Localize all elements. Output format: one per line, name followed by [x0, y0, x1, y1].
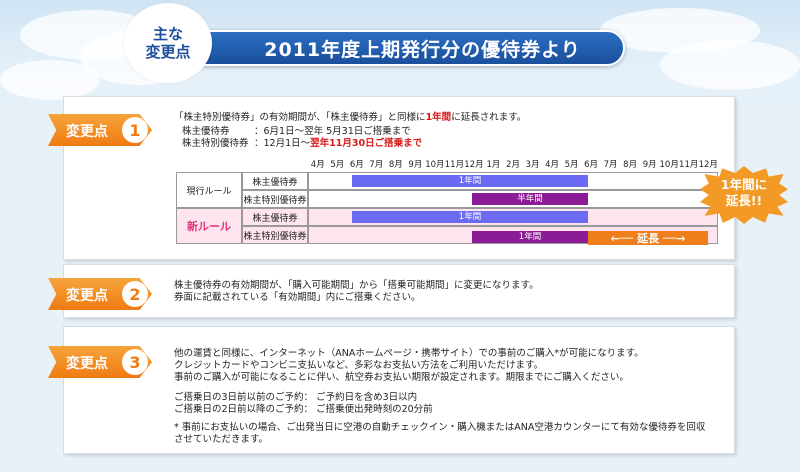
change-tag-1: 変更点 1	[48, 114, 158, 146]
month-label: 7月	[369, 160, 384, 170]
change-panel-3	[63, 326, 735, 454]
month-label: 12月	[698, 160, 718, 170]
month-label: 11月	[444, 160, 465, 170]
section3-note2: させていただきます。	[174, 434, 269, 445]
month-label: 9月	[408, 160, 423, 170]
month-label: 8月	[623, 160, 638, 170]
current-special-cell: 株主特別優待券	[242, 190, 308, 208]
section1-row2: 株主特別優待券 ：12月1日～翌年11月30日ご搭乗まで	[182, 138, 423, 149]
badge-line1: 主な	[152, 25, 183, 43]
month-label: 5月	[330, 160, 345, 170]
main-changes-badge: 主な 変更点	[127, 6, 209, 80]
month-label: 4月	[545, 160, 559, 170]
tag-label: 変更点	[66, 356, 108, 372]
month-label: 12月	[464, 160, 484, 170]
month-label: 7月	[603, 160, 618, 170]
month-label: 1月	[486, 160, 501, 170]
change-panel-2	[63, 264, 735, 318]
new-regular-cell: 株主優待券	[242, 208, 308, 226]
current-regular-cell: 株主優待券	[242, 172, 308, 190]
section2-line1: 株主優待券の有効期間が、「購入可能期間」から「搭乗可能期間」に変更になります。	[174, 280, 539, 291]
month-label: 8月	[388, 160, 403, 170]
new-special-cell: 株主特別優待券	[242, 226, 308, 244]
month-label: 2月	[506, 160, 520, 170]
current-rule-cell: 現行ルール	[176, 172, 242, 208]
current-regular-bar: 1年間	[352, 175, 588, 187]
tag-number: 3	[122, 349, 148, 375]
tag-number: 1	[122, 117, 148, 143]
section1-row1: 株主優待券 ：6月1日～翌年 5月31日ご搭乗まで	[182, 126, 411, 137]
month-label: 6月	[349, 160, 364, 170]
change-tag-3: 変更点 3	[48, 346, 158, 378]
section3-line5: ご搭乗日の2日前以降のご予約： ご搭乗便出発時刻の20分前	[174, 404, 433, 415]
new-special-bar: 1年間	[472, 231, 588, 243]
month-label: 5月	[564, 160, 579, 170]
month-label: 10月	[659, 160, 679, 170]
month-label: 6月	[584, 160, 599, 170]
section3-line1: 他の運賃と同様に、インターネット（ANAホームページ・携帯サイト）での事前のご購…	[174, 348, 644, 359]
month-label: 4月	[310, 160, 325, 170]
month-label: 10月	[425, 160, 445, 170]
section3-note1: * 事前にお支払いの場合、ご出発当日に空港の自動チェックイン・購入機またはANA…	[174, 422, 706, 433]
month-label: 3月	[525, 160, 540, 170]
cloud-decoration	[660, 40, 800, 90]
extension-arrow: ←── 延長 ──→	[588, 231, 708, 245]
new-rule-cell: 新ルール	[176, 208, 242, 244]
tag-label: 変更点	[66, 288, 108, 304]
tag-label: 変更点	[66, 124, 108, 140]
section1-line1: 「株主特別優待券」の有効期間が、「株主優待券」と同様に1年間に延長されます。	[174, 112, 527, 123]
section3-line3: 事前のご購入が可能になることに伴い、航空券お支払い期限が設定されます。期限までに…	[174, 372, 629, 383]
section3-line2: クレジットカードやコンビニ支払いなど、多彩なお支払い方法をご利用いただけます。	[174, 360, 544, 371]
month-label: 11月	[679, 160, 699, 170]
tag-number: 2	[122, 281, 148, 307]
starburst-text: 1年間に 延長!!	[720, 177, 768, 208]
page-title: 2011年度上期発行分の優待券より	[200, 30, 625, 66]
badge-line2: 変更点	[145, 43, 191, 61]
month-label: 9月	[642, 160, 657, 170]
section3-line4: ご搭乗日の3日前以前のご予約： ご予約日を含め3日以内	[174, 392, 418, 403]
section2-line2: 券面に記載されている「有効期間」内にご搭乗ください。	[174, 292, 421, 303]
new-regular-bar: 1年間	[352, 211, 588, 223]
current-special-bar: 半年間	[472, 193, 588, 205]
cloud-decoration	[0, 60, 100, 100]
change-tag-2: 変更点 2	[48, 278, 158, 310]
